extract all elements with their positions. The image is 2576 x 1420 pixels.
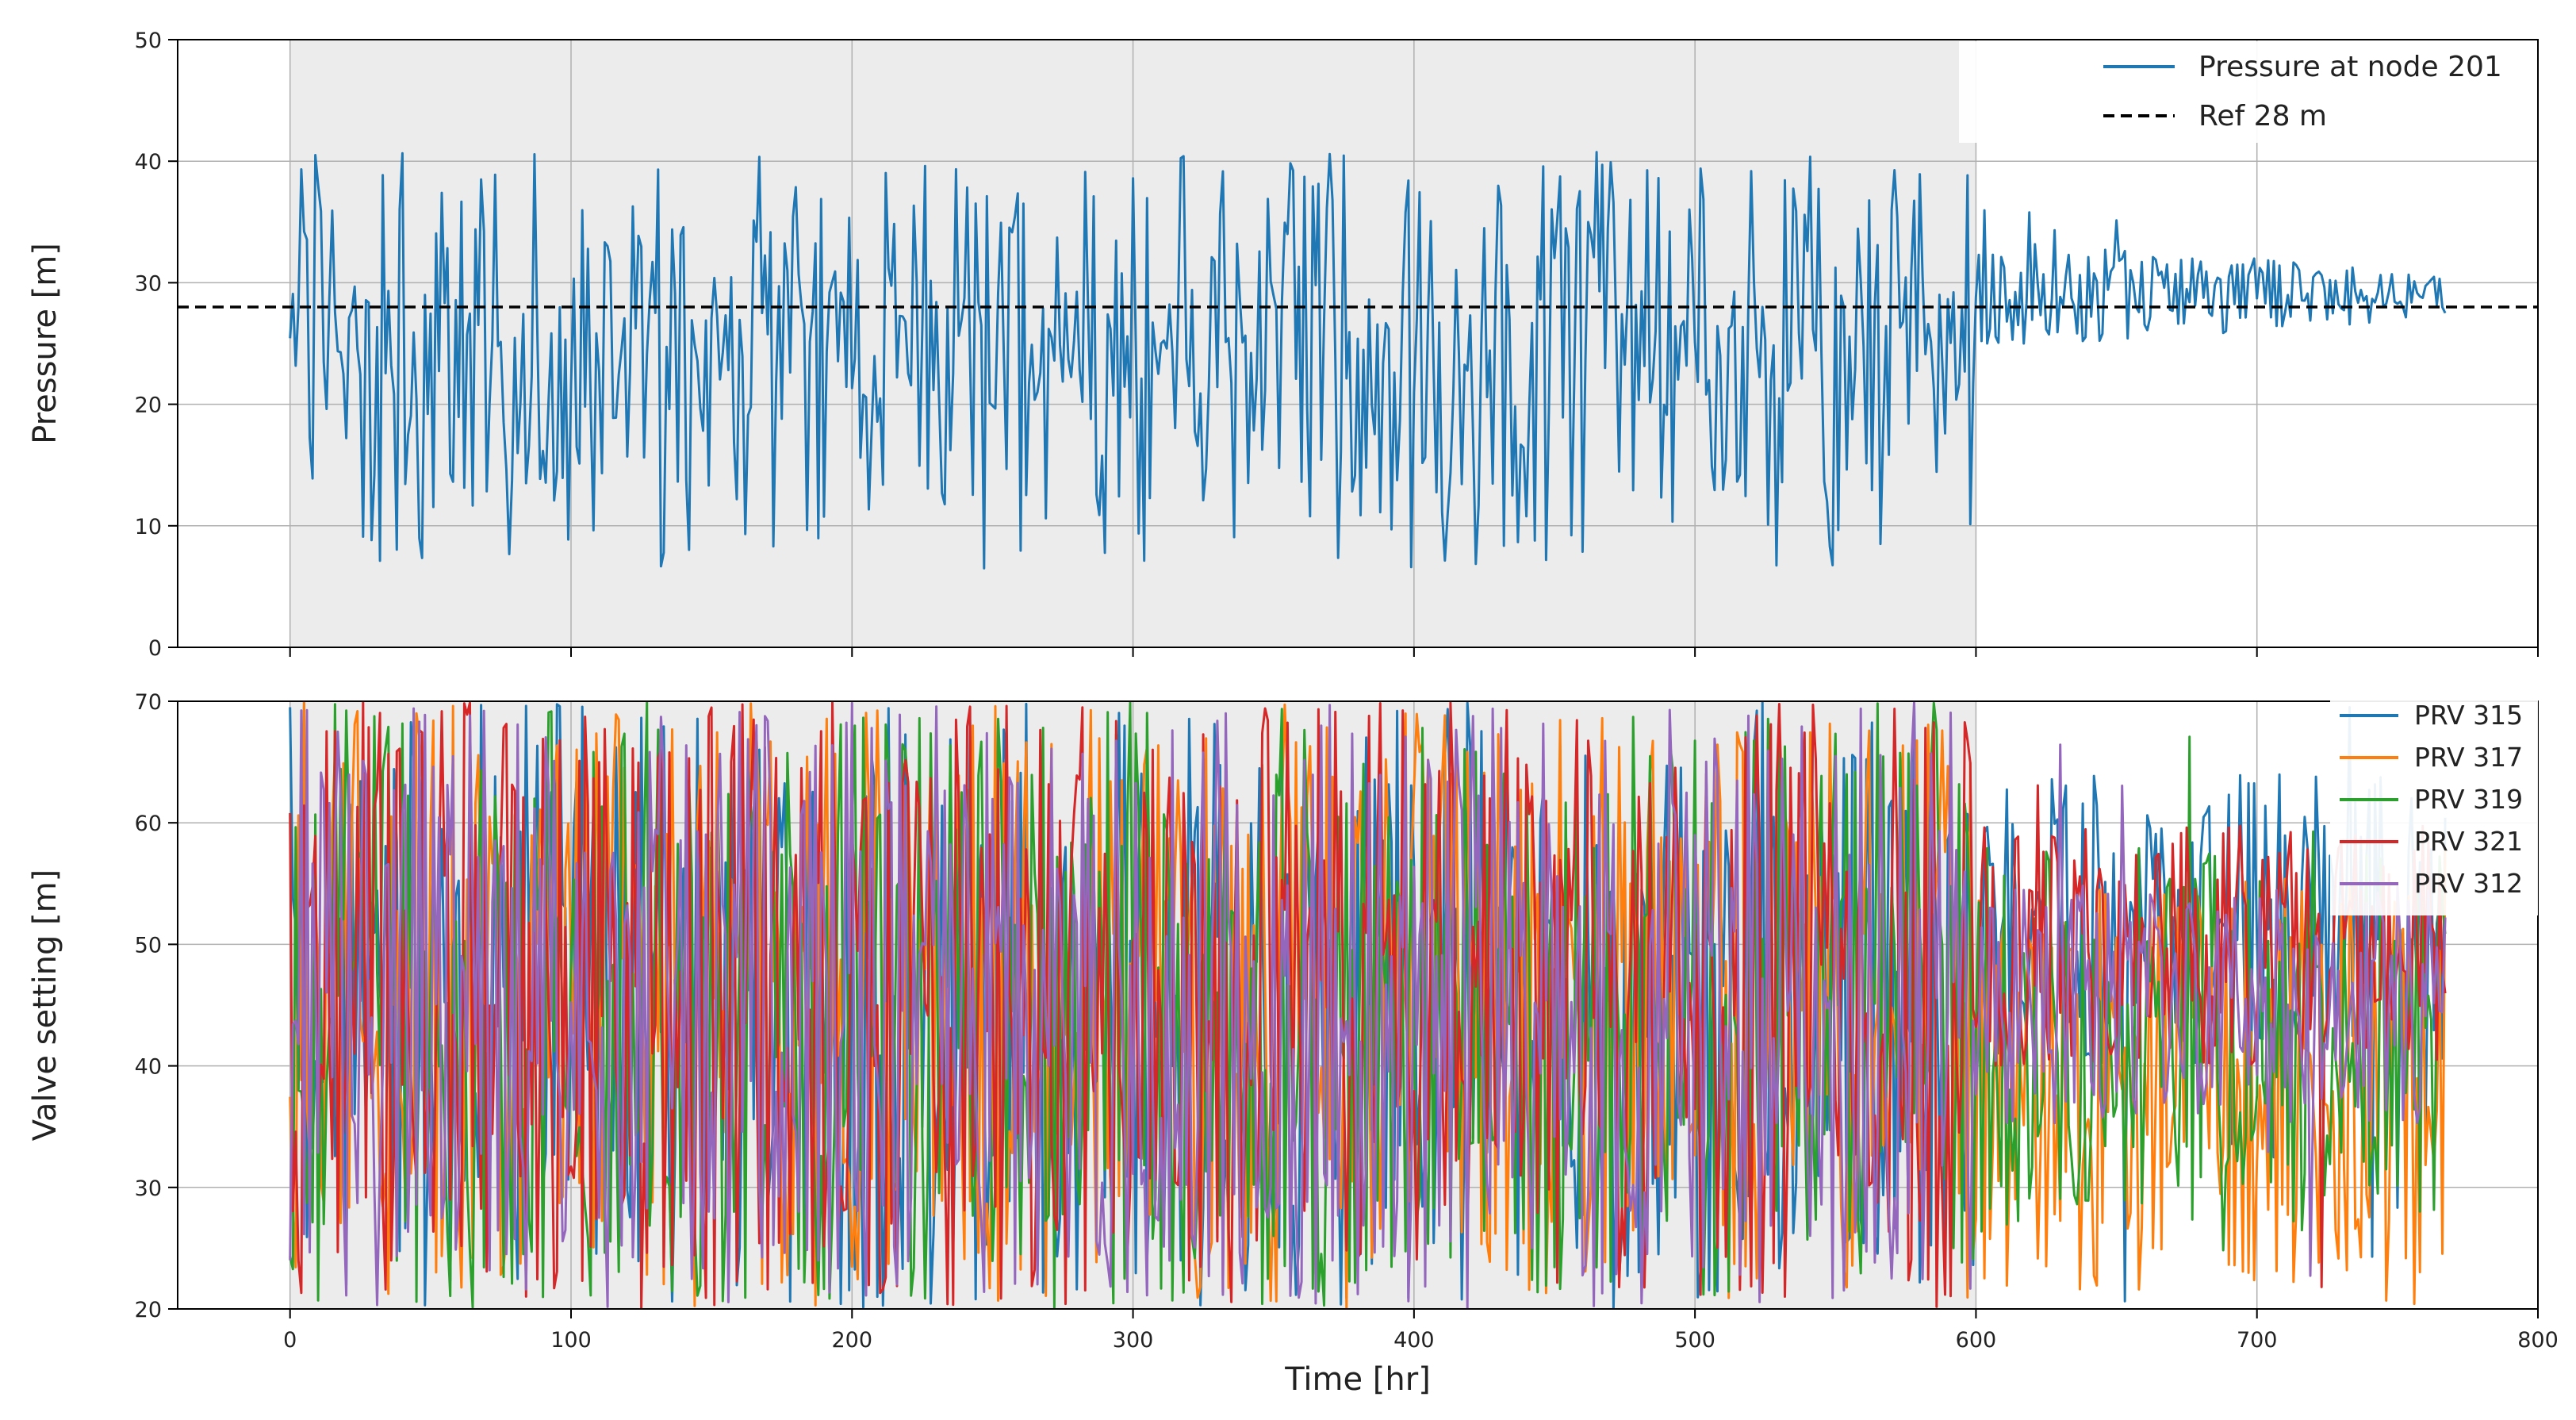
legend-label: PRV 315 [2414,700,2523,731]
y-tick-label: 20 [135,393,162,418]
valve-series-lines [289,700,2447,1310]
legend-label: Ref 28 m [2198,100,2327,132]
series-line-prv-312 [289,701,2447,1310]
x-tick-label: 700 [2237,1328,2278,1353]
pressure-series-lines [178,151,2538,570]
valve-axes-frame [177,700,2539,1310]
y-tick-label: 20 [135,1298,162,1322]
x-tick-label: 200 [832,1328,873,1353]
y-tick-label: 40 [135,150,162,175]
pressure-y-axis-label: Pressure [m] [27,243,63,444]
series-line-pressure [289,151,2447,570]
legend-label: Pressure at node 201 [2198,51,2502,83]
pressure-y-ticks: 0 10 20 30 40 50 [135,29,178,661]
legend-box [2330,692,2538,915]
x-tick-label: 400 [1393,1328,1435,1353]
legend-label: PRV 317 [2414,742,2523,773]
x-tick-label: 300 [1113,1328,1154,1353]
y-tick-label: 30 [135,271,162,296]
y-tick-label: 60 [135,812,162,836]
pressure-axes-frame [177,39,2539,648]
y-tick-label: 50 [135,933,162,958]
y-tick-label: 70 [135,690,162,715]
y-tick-label: 0 [148,636,162,661]
legend-label: PRV 319 [2414,784,2523,815]
valve-legend: PRV 315 PRV 317 PRV 319 PRV 321 PRV 312 [2330,692,2538,915]
x-tick-label: 500 [1674,1328,1715,1353]
legend-box [1959,41,2534,143]
x-tick-label: 0 [283,1328,297,1353]
valve-y-ticks: 20 30 40 50 60 70 [135,690,178,1322]
y-tick-label: 40 [135,1055,162,1080]
valve-panel: 20 30 40 50 60 70 0 100 200 300 400 500 600 700 800 V… [27,690,2559,1398]
y-tick-label: 50 [135,29,162,53]
y-tick-label: 30 [135,1176,162,1201]
x-axis-label: Time [hr] [1284,1361,1431,1398]
pressure-panel: 0 10 20 30 40 50 Pressure [m] Pressure at nod… [27,29,2539,661]
x-tick-label: 800 [2517,1328,2559,1353]
valve-y-axis-label: Valve setting [m] [27,869,63,1141]
pressure-legend: Pressure at node 201 Ref 28 m [1959,41,2534,143]
legend-label: PRV 321 [2414,826,2523,857]
y-tick-label: 10 [135,515,162,539]
pressure-x-ticks [289,647,2539,657]
x-tick-label: 600 [1956,1328,1997,1353]
legend-label: PRV 312 [2414,868,2523,899]
x-tick-label: 100 [550,1328,592,1353]
valve-x-ticks: 0 100 200 300 400 500 600 700 800 [283,1309,2559,1353]
